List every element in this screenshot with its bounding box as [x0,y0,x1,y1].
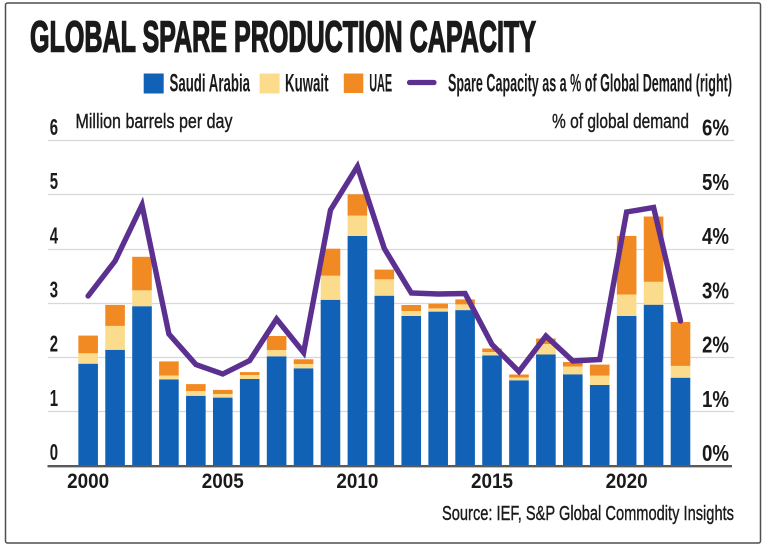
svg-text:6%: 6% [702,115,729,141]
svg-text:3%: 3% [702,277,729,303]
svg-text:0: 0 [50,439,58,465]
svg-text:2000: 2000 [67,469,109,493]
svg-text:6: 6 [50,114,58,140]
svg-text:5%: 5% [702,169,729,195]
svg-text:Million barrels per day: Million barrels per day [76,110,234,133]
svg-text:2015: 2015 [471,469,513,493]
svg-text:Spare Capacity as a % of Globa: Spare Capacity as a % of Global Demand (… [448,70,732,98]
svg-text:3: 3 [50,277,58,303]
svg-text:UAE: UAE [369,70,392,98]
svg-text:2005: 2005 [202,469,244,493]
svg-text:0%: 0% [702,440,729,466]
svg-text:2%: 2% [702,332,729,358]
svg-text:2010: 2010 [336,469,378,493]
svg-text:2020: 2020 [606,469,648,493]
svg-text:4: 4 [50,222,58,248]
svg-text:Saudi Arabia: Saudi Arabia [170,70,251,98]
svg-text:% of global demand: % of global demand [552,110,689,133]
svg-text:4%: 4% [702,223,729,249]
svg-text:5: 5 [50,168,58,194]
svg-text:Source: IEF, S&P Global Commod: Source: IEF, S&P Global Commodity Insigh… [442,502,734,525]
svg-text:1%: 1% [702,386,729,412]
svg-text:Kuwait: Kuwait [285,70,329,98]
svg-text:1: 1 [50,385,58,411]
svg-text:2: 2 [50,331,58,357]
svg-text:GLOBAL SPARE PRODUCTION CAPACI: GLOBAL SPARE PRODUCTION CAPACITY [30,14,536,62]
